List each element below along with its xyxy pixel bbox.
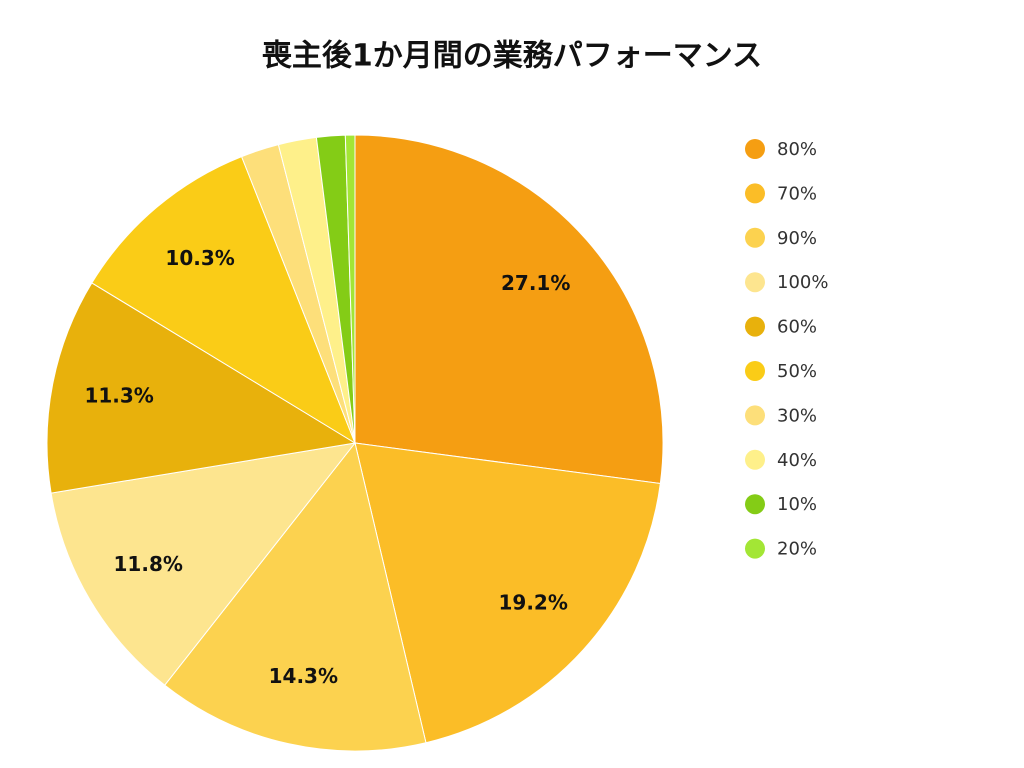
legend-marker bbox=[745, 183, 765, 204]
legend-marker bbox=[745, 272, 765, 293]
data-label: 11.3% bbox=[84, 384, 153, 408]
legend-label: 80% bbox=[777, 139, 817, 160]
pie-slice bbox=[163, 441, 427, 752]
legend-label: 20% bbox=[777, 539, 817, 560]
legend-label: 70% bbox=[777, 183, 817, 204]
legend-marker bbox=[745, 494, 765, 515]
data-label: 11.8% bbox=[114, 552, 183, 576]
legend-marker bbox=[745, 538, 765, 559]
legend-label: 50% bbox=[777, 361, 817, 382]
data-label: 14.3% bbox=[269, 664, 338, 688]
pie-slice bbox=[354, 134, 664, 485]
legend-label: 40% bbox=[777, 450, 817, 471]
legend-marker bbox=[745, 316, 765, 337]
legend-label: 90% bbox=[777, 228, 817, 249]
legend-marker bbox=[745, 449, 765, 470]
data-label: 10.3% bbox=[165, 246, 234, 270]
legend-marker bbox=[745, 139, 765, 159]
legend-marker bbox=[745, 227, 765, 248]
legend-label: 10% bbox=[777, 494, 817, 515]
pie-slice bbox=[354, 442, 661, 744]
data-label: 19.2% bbox=[499, 591, 568, 615]
chart-title: 喪主後1か月間の業務パフォーマンス bbox=[262, 39, 762, 74]
legend-label: 60% bbox=[777, 317, 817, 338]
pie-slice bbox=[50, 442, 357, 686]
legend-label: 30% bbox=[777, 405, 817, 426]
pie-slice bbox=[344, 134, 356, 444]
legend-label: 100% bbox=[777, 272, 828, 293]
legend-marker bbox=[745, 361, 765, 381]
pie-slice bbox=[91, 155, 357, 445]
data-label: 27.1% bbox=[501, 271, 570, 295]
legend-marker bbox=[745, 405, 765, 426]
pie-slice bbox=[46, 282, 357, 494]
